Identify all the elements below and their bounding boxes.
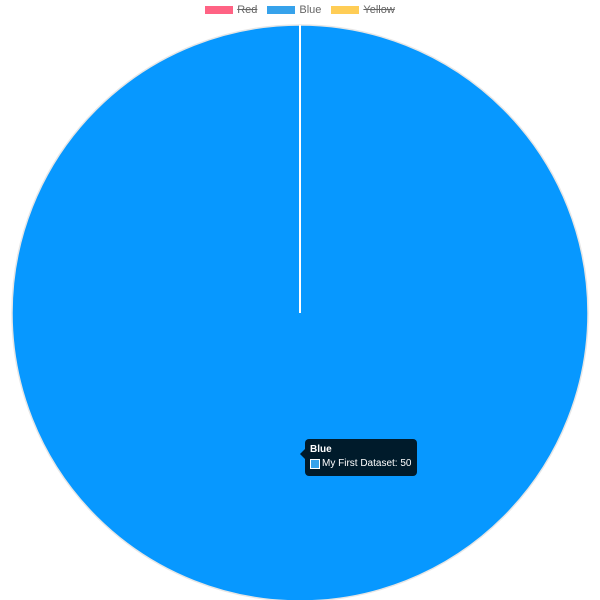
legend: Red Blue Yellow	[0, 4, 600, 16]
legend-item-yellow[interactable]: Yellow	[331, 4, 395, 16]
legend-item-red[interactable]: Red	[205, 4, 257, 16]
legend-swatch-red	[205, 6, 234, 14]
legend-label-blue: Blue	[299, 4, 322, 16]
legend-label-yellow: Yellow	[363, 4, 395, 16]
tooltip: Blue My First Dataset: 50	[299, 439, 418, 476]
legend-item-blue[interactable]: Blue	[267, 4, 321, 16]
tooltip-title: Blue	[310, 444, 332, 455]
legend-label-red: Red	[237, 4, 258, 16]
legend-swatch-blue	[267, 6, 296, 14]
tooltip-body: My First Dataset: 50	[310, 457, 411, 471]
tooltip-color-swatch	[310, 459, 320, 469]
legend-swatch-yellow	[331, 6, 360, 14]
tooltip-label: My First Dataset: 50	[322, 458, 412, 469]
